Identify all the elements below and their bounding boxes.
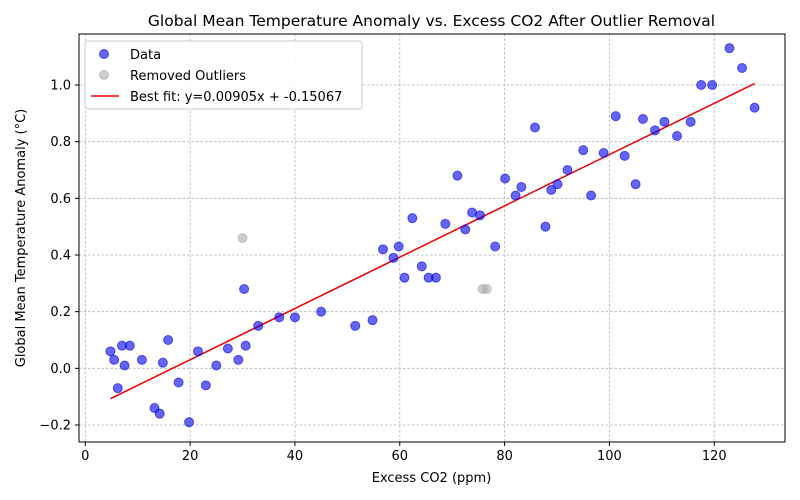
x-tick-label: 100 [597, 449, 622, 464]
legend: Data Removed Outliers Best fit: y=0.0090… [84, 40, 363, 110]
data-points [105, 43, 760, 428]
data-point [316, 306, 327, 317]
data-point [630, 179, 641, 190]
fit-line-layer [110, 82, 755, 400]
x-tick-label: 20 [182, 449, 199, 464]
data-point [350, 320, 361, 331]
chart-title: Global Mean Temperature Anomaly vs. Exce… [148, 12, 715, 30]
data-point [105, 346, 116, 357]
data-point [274, 312, 285, 323]
data-point [500, 173, 511, 184]
best-fit-line [110, 82, 755, 400]
data-point [749, 102, 760, 113]
data-point [367, 315, 378, 326]
x-tick-label: 80 [496, 449, 513, 464]
removed-outlier-point [237, 233, 248, 243]
x-tick-label: 60 [391, 449, 408, 464]
data-point [407, 213, 418, 224]
data-point [696, 80, 707, 90]
data-point [136, 354, 147, 365]
y-axis: −0.2 0.0 0.2 0.4 0.6 0.8 1.0 [39, 79, 79, 434]
data-point [724, 43, 735, 54]
legend-label-best-fit: Best fit: y=0.00905x + -0.15067 [130, 90, 342, 105]
y-tick-label: 0.4 [50, 249, 71, 264]
y-tick-label: −0.2 [39, 419, 71, 434]
y-axis-title: Global Mean Temperature Anomaly (°C) [14, 109, 29, 368]
data-point [460, 224, 471, 235]
x-tick-label: 40 [287, 449, 304, 464]
legend-marker-data [99, 49, 109, 59]
y-tick-label: 0.0 [50, 362, 71, 377]
legend-box [84, 40, 363, 110]
data-point [562, 165, 573, 175]
data-point [516, 182, 527, 192]
data-point [211, 360, 222, 371]
x-axis-title: Excess CO2 (ppm) [372, 471, 492, 486]
data-point [399, 272, 410, 283]
data-point [659, 116, 670, 127]
data-point [124, 340, 135, 351]
data-point [440, 218, 451, 229]
data-point [578, 145, 589, 156]
data-point [598, 148, 609, 158]
y-tick-label: 0.6 [50, 192, 71, 207]
x-tick-label: 120 [702, 449, 727, 464]
data-point [222, 343, 233, 354]
data-point [637, 114, 648, 124]
data-point [109, 354, 120, 365]
x-axis: 0 20 40 60 80 100 120 [81, 442, 727, 464]
legend-marker-removed-outliers [99, 70, 109, 80]
data-point [157, 357, 168, 368]
data-point [552, 179, 563, 190]
y-tick-label: 0.2 [50, 305, 71, 320]
data-point [154, 408, 165, 419]
y-tick-label: 1.0 [50, 79, 71, 94]
data-point [184, 417, 195, 428]
data-point [200, 380, 211, 391]
data-point [707, 80, 718, 90]
data-point [474, 210, 485, 221]
data-point [173, 377, 184, 388]
legend-label-data: Data [130, 48, 161, 63]
data-point [416, 261, 427, 272]
data-point [163, 335, 174, 345]
data-point [240, 340, 251, 351]
data-point [289, 312, 300, 323]
data-point [192, 346, 203, 357]
data-point [650, 125, 661, 136]
x-tick-label: 0 [81, 449, 89, 464]
data-point [546, 184, 557, 195]
data-point [685, 116, 696, 127]
data-point [510, 190, 521, 201]
data-point [672, 131, 683, 141]
data-point [377, 244, 388, 255]
data-point [119, 360, 130, 371]
data-point [393, 241, 404, 252]
legend-label-removed-outliers: Removed Outliers [130, 69, 246, 84]
data-point [529, 122, 540, 133]
data-point [253, 320, 264, 331]
removed-outlier-point [481, 284, 492, 294]
data-point [490, 241, 501, 252]
data-point [610, 111, 621, 122]
data-point [388, 252, 399, 263]
data-point [586, 190, 597, 201]
data-point [239, 284, 250, 294]
y-tick-label: 0.8 [50, 135, 71, 150]
data-point [233, 354, 244, 365]
data-point [112, 383, 123, 394]
data-point [540, 221, 551, 232]
plot-frame [78, 33, 786, 443]
data-point [452, 170, 463, 181]
data-point [430, 272, 441, 283]
data-point [619, 150, 630, 161]
data-point [737, 63, 748, 73]
